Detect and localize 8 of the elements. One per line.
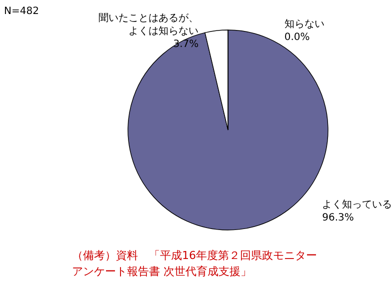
- data-label: 96.3%: [322, 212, 354, 224]
- category-label: 知らない: [284, 19, 324, 30]
- text: 0.0%: [284, 32, 310, 44]
- data-label: 3.7%: [173, 38, 199, 50]
- text: N=482: [4, 6, 39, 17]
- slice-label: 聞いたことはあるが、よくは知らない: [98, 12, 199, 37]
- slice-label: よく知っている: [322, 198, 392, 210]
- text: （備考）資料 「平成16年度第２回県政モニターアンケート報告書 次世代育成支援」: [72, 249, 317, 278]
